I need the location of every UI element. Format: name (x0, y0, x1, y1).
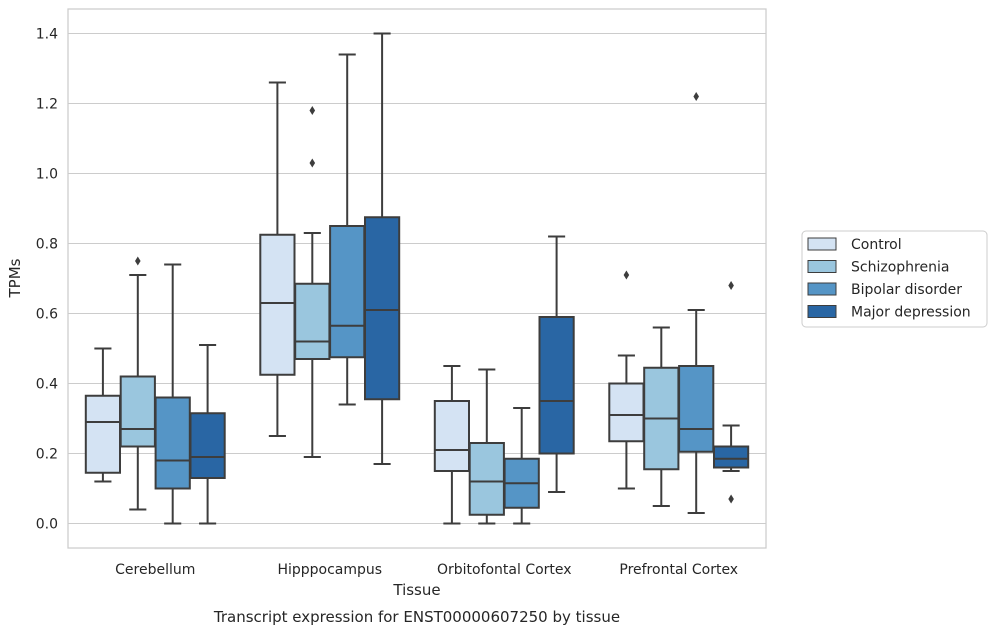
box-groups (84, 32, 750, 525)
box (84, 347, 122, 483)
box (643, 326, 680, 507)
box (468, 368, 505, 525)
outlier-point (309, 158, 316, 168)
x-tick-label: Orbitofontal Cortex (437, 562, 572, 578)
box (712, 281, 750, 504)
box-body (538, 316, 575, 455)
legend-swatch (807, 305, 837, 318)
plot-frame (67, 8, 767, 549)
x-axis-label: Tissue (392, 581, 440, 599)
y-tick-label: 0.0 (36, 517, 58, 533)
y-tick-label: 0.8 (36, 237, 58, 253)
box-body (154, 396, 191, 490)
box (433, 365, 471, 525)
box-body (468, 442, 505, 516)
y-tick-labels: 0.0 0.2 0.4 0.6 0.8 1.0 1.2 1.4 (36, 27, 58, 533)
legend: Control Schizophrenia Bipolar disorder Majo… (801, 230, 988, 328)
x-tick-label: Prefrontal Cortex (619, 562, 738, 578)
box (363, 32, 401, 465)
box-body (189, 412, 226, 479)
legend-swatch (807, 282, 837, 296)
x-tick-label: Hipppocampus (277, 562, 382, 578)
outlier-point (309, 106, 316, 115)
box (119, 256, 156, 511)
box-body (329, 225, 366, 359)
box-body (119, 375, 156, 448)
legend-label: Control (851, 237, 902, 253)
y-tick-label: 1.0 (36, 167, 58, 183)
legend-frame (801, 230, 988, 328)
outlier-point (728, 494, 734, 504)
box (189, 344, 226, 525)
box-body (84, 394, 122, 474)
box (503, 407, 540, 525)
x-tick-label: Cerebellum (115, 562, 195, 578)
box-body (608, 382, 645, 443)
legend-label: Schizophrenia (851, 260, 949, 276)
legend-swatch (807, 260, 837, 273)
outlier-point (623, 270, 630, 280)
outlier-point (693, 92, 699, 101)
y-tick-label: 0.4 (36, 377, 58, 393)
outlier-point (728, 281, 734, 290)
y-axis-label: TPMs (6, 258, 24, 298)
box-body (259, 233, 296, 376)
box-body (294, 282, 331, 360)
box-body (363, 216, 401, 401)
y-tick-label: 1.2 (36, 97, 58, 113)
box-body (712, 445, 750, 469)
y-tick-label: 1.4 (36, 27, 58, 43)
box (294, 106, 331, 458)
y-tick-label: 0.6 (36, 307, 58, 323)
box (608, 270, 645, 490)
legend-swatch (807, 237, 837, 251)
box-body (433, 400, 471, 472)
box (678, 92, 715, 514)
figure-caption: Transcript expression for ENST0000060725… (213, 608, 620, 626)
x-tick-labels: Cerebellum Hipppocampus Orbitofontal Corte… (115, 562, 738, 578)
box (538, 235, 575, 493)
y-tick-label: 0.2 (36, 447, 58, 463)
box (329, 53, 366, 406)
legend-label: Bipolar disorder (851, 282, 962, 298)
box-body (678, 365, 715, 453)
outlier-point (135, 256, 141, 266)
legend-label: Major depression (851, 305, 971, 321)
